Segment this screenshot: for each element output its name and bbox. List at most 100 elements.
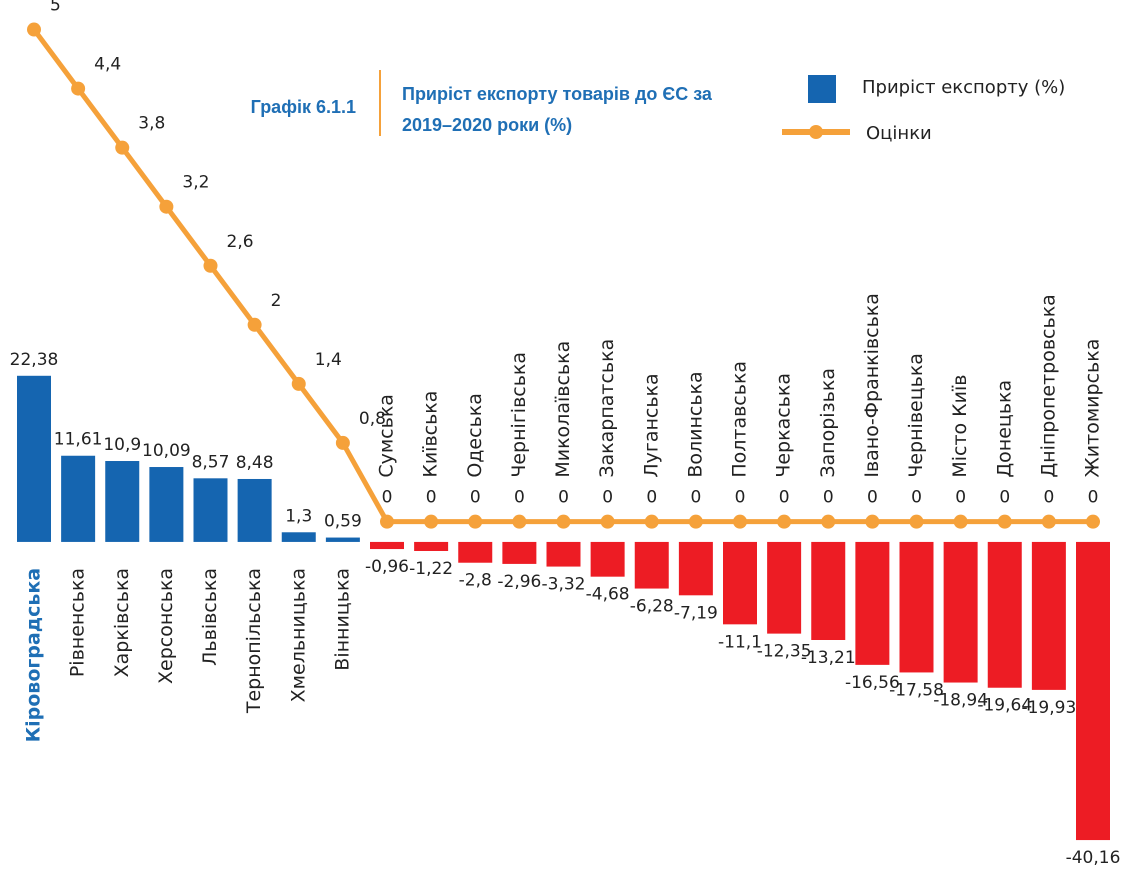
bar [855,541,890,665]
line-point [688,514,703,529]
x-tick-label: Вінницька [331,568,353,671]
line-point [27,22,41,37]
x-tick-label: Хмельницька [287,568,309,702]
data-label: 3,2 [182,173,209,193]
data-label: -13,21 [801,648,856,668]
data-label: 0 [426,488,437,508]
line-point [71,81,86,96]
data-label: 0 [779,488,790,508]
bar [17,375,51,542]
legend-swatch [809,125,823,139]
data-label: 11,61 [54,430,103,450]
line-point [335,435,350,450]
data-label: -19,64 [977,696,1032,716]
data-label: 8,48 [236,453,274,473]
data-label: -2,8 [459,571,492,591]
bar [237,478,272,542]
data-label: 0 [735,488,746,508]
data-label: -1,22 [409,559,453,579]
line-point [203,258,218,273]
data-label: -2,96 [497,572,541,592]
line-point [865,514,880,529]
x-tick-label: Місто Київ [949,374,971,477]
legend-label: Оцінки [866,123,932,144]
data-label: -6,28 [630,597,674,617]
bar [987,541,1022,688]
x-tick-label: Житомирська [1082,339,1104,478]
line-point [159,199,174,214]
data-label: 10,09 [142,441,191,461]
x-tick-label: Сумська [376,394,398,478]
bar [502,541,537,564]
bar [634,541,669,589]
x-tick-label: Полтавська [729,361,751,478]
x-tick-label: Кіровоградська [23,568,45,742]
x-tick-label: Запорізька [817,368,839,478]
data-label: 0 [823,488,834,508]
bar [899,541,934,673]
line-point [953,514,968,529]
bar [414,541,449,551]
line-point [512,514,527,529]
line-point [997,514,1012,529]
data-label: 0 [911,488,922,508]
bar [1031,541,1066,690]
chart-title: 2019–2020 роки (%) [402,115,572,135]
data-label: 10,9 [103,435,141,455]
data-label: -4,68 [586,585,630,605]
x-tick-label: Волинська [684,371,706,477]
data-label: -3,32 [542,575,586,595]
bar [590,541,625,577]
data-label: 3,8 [138,114,165,134]
x-tick-label: Чернівецька [905,353,927,478]
bar [105,461,140,542]
chart-title: Приріст експорту товарів до ЄС за [402,84,713,104]
line-point [468,514,483,529]
line-point [909,514,924,529]
bar [149,467,184,542]
line-point [821,514,836,529]
x-tick-label: Київська [420,391,442,478]
data-label: 1,4 [315,350,342,370]
data-label: 0 [690,488,701,508]
data-label: 1,3 [285,506,312,526]
legend-swatch [808,75,836,103]
data-label: -0,96 [365,557,409,577]
x-tick-label: Дніпропетровська [1037,294,1059,477]
data-label: 0 [558,488,569,508]
data-label: 2,6 [227,232,254,252]
bar [811,541,846,640]
line-point [644,514,659,529]
x-tick-label: Чернігівська [508,352,530,478]
data-label: 8,57 [192,452,230,472]
bar [767,541,802,634]
data-label: 0 [646,488,657,508]
bar [943,541,978,683]
bar [193,478,228,542]
data-label: -7,19 [674,603,718,623]
data-label: 22,38 [10,350,59,370]
bar [546,541,581,567]
x-tick-label: Закарпатська [596,339,618,478]
data-label: -18,94 [933,691,988,711]
data-label: 0 [470,488,481,508]
line-point [1041,514,1056,529]
line-point [291,376,306,391]
x-tick-label: Миколаївська [552,341,574,478]
x-tick-label: Одеська [464,393,486,478]
data-label: 0 [382,488,393,508]
bar [678,541,713,596]
data-label: -40,16 [1066,848,1121,868]
chart-number: Графік 6.1.1 [251,97,356,117]
line-point [424,514,439,529]
data-label: 0 [1043,488,1054,508]
line-point [247,317,262,332]
legend-label: Приріст експорту (%) [862,77,1065,98]
x-tick-label: Харківська [111,568,133,677]
data-label: 0 [514,488,525,508]
x-tick-label: Луганська [640,373,662,477]
bar [458,541,493,563]
data-label: -17,58 [889,680,944,700]
line-point [733,514,747,529]
line-point [1086,514,1100,529]
